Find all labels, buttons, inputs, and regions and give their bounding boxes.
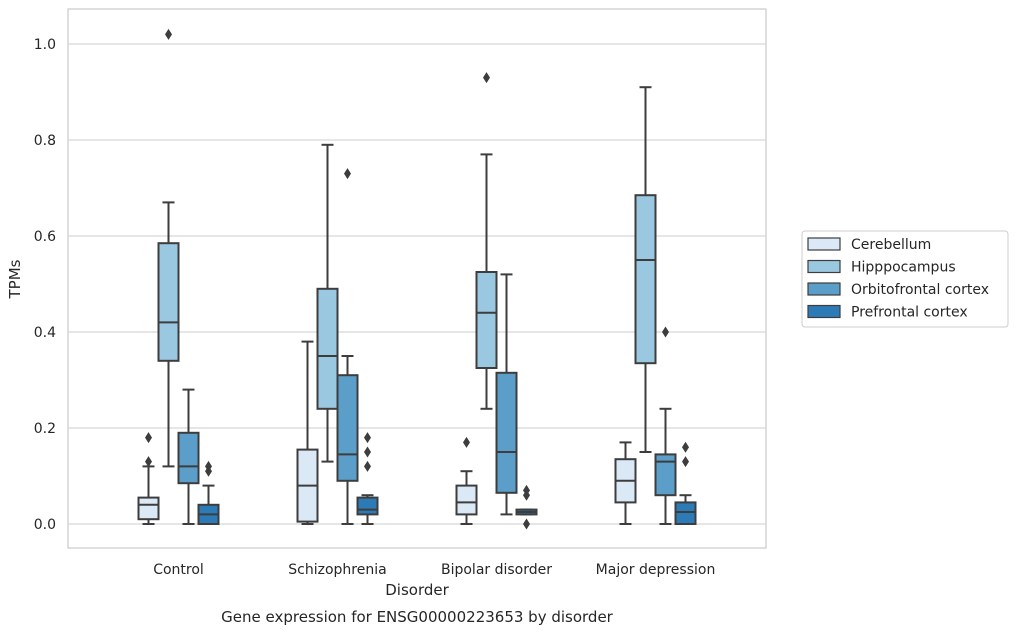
outlier-point — [682, 441, 689, 453]
box-iqr — [316, 287, 339, 410]
box-orbitofrontal-cortex — [336, 168, 359, 525]
box-orbitofrontal-cortex — [495, 273, 518, 516]
legend-label: Prefrontal cortex — [851, 305, 968, 321]
outlier-point — [364, 432, 371, 444]
box-prefrontal-cortex — [356, 432, 379, 525]
box-prefrontal-cortex — [197, 460, 220, 525]
plot-frame — [67, 8, 767, 549]
box-iqr — [455, 484, 478, 516]
x-tick-label: Schizophrenia — [288, 562, 386, 578]
box-cerebellum — [614, 441, 637, 525]
legend-label: Cerebellum — [851, 237, 931, 253]
outlier-point — [145, 432, 152, 444]
y-tick-label: 0.0 — [34, 517, 56, 533]
legend: Cerebellum Hipppocampus Orbitofrontal cort… — [801, 230, 1009, 328]
outlier-point — [523, 484, 530, 496]
legend-label: Orbitofrontal cortex — [851, 282, 989, 298]
outlier-point — [662, 326, 669, 338]
box-iqr — [177, 431, 200, 485]
box-iqr — [356, 496, 379, 516]
box-hipppocampus — [634, 86, 657, 453]
box-iqr — [674, 501, 697, 525]
outlier-point — [682, 456, 689, 468]
box-iqr — [495, 371, 518, 494]
box-iqr — [475, 271, 498, 369]
box-hipppocampus — [157, 28, 180, 468]
outlier-point — [344, 168, 351, 180]
outlier-point — [205, 460, 212, 472]
box-cerebellum — [296, 340, 319, 525]
legend-label: Hipppocampus — [851, 260, 956, 276]
legend-swatch — [807, 304, 841, 319]
box-prefrontal-cortex — [674, 441, 697, 525]
box-iqr — [634, 194, 657, 365]
outlier-point — [364, 460, 371, 472]
legend-swatch — [807, 259, 841, 274]
outlier-point — [364, 446, 371, 458]
x-axis-label: Disorder — [385, 581, 449, 599]
box-iqr — [336, 374, 359, 482]
outlier-point — [165, 28, 172, 40]
box-iqr — [654, 453, 677, 497]
legend-swatch — [807, 282, 841, 296]
box-iqr — [137, 496, 160, 521]
outlier-point — [145, 456, 152, 468]
y-tick-label: 0.6 — [34, 229, 56, 245]
legend-frame — [801, 230, 1009, 328]
x-tick-labels: Control Schizophrenia Bipolar disorder Majo… — [153, 562, 715, 578]
outlier-point — [463, 436, 470, 448]
box-hipppocampus — [475, 72, 498, 410]
outlier-point — [523, 518, 530, 530]
y-tick-label: 0.4 — [34, 325, 56, 341]
box-hipppocampus — [316, 143, 339, 463]
box-prefrontal-cortex — [515, 484, 538, 530]
box-cerebellum — [455, 436, 478, 525]
box-orbitofrontal-cortex — [177, 388, 200, 525]
y-tick-label: 0.2 — [34, 421, 56, 437]
box-iqr — [157, 242, 180, 362]
y-tick-label: 0.8 — [34, 133, 56, 149]
x-tick-label: Major depression — [596, 562, 716, 578]
x-tick-label: Control — [153, 562, 204, 578]
legend-swatch — [807, 237, 841, 251]
y-tick-label: 1.0 — [34, 37, 56, 53]
box-orbitofrontal-cortex — [654, 326, 677, 525]
y-tick-labels: 0.0 0.2 0.4 0.6 0.8 1.0 — [34, 37, 56, 533]
chart-caption: Gene expression for ENSG00000223653 by d… — [221, 608, 614, 626]
outlier-point — [483, 72, 490, 84]
boxes — [137, 28, 697, 530]
box-cerebellum — [137, 432, 160, 525]
y-axis-label: TPMs — [6, 259, 24, 299]
x-tick-label: Bipolar disorder — [441, 562, 552, 578]
